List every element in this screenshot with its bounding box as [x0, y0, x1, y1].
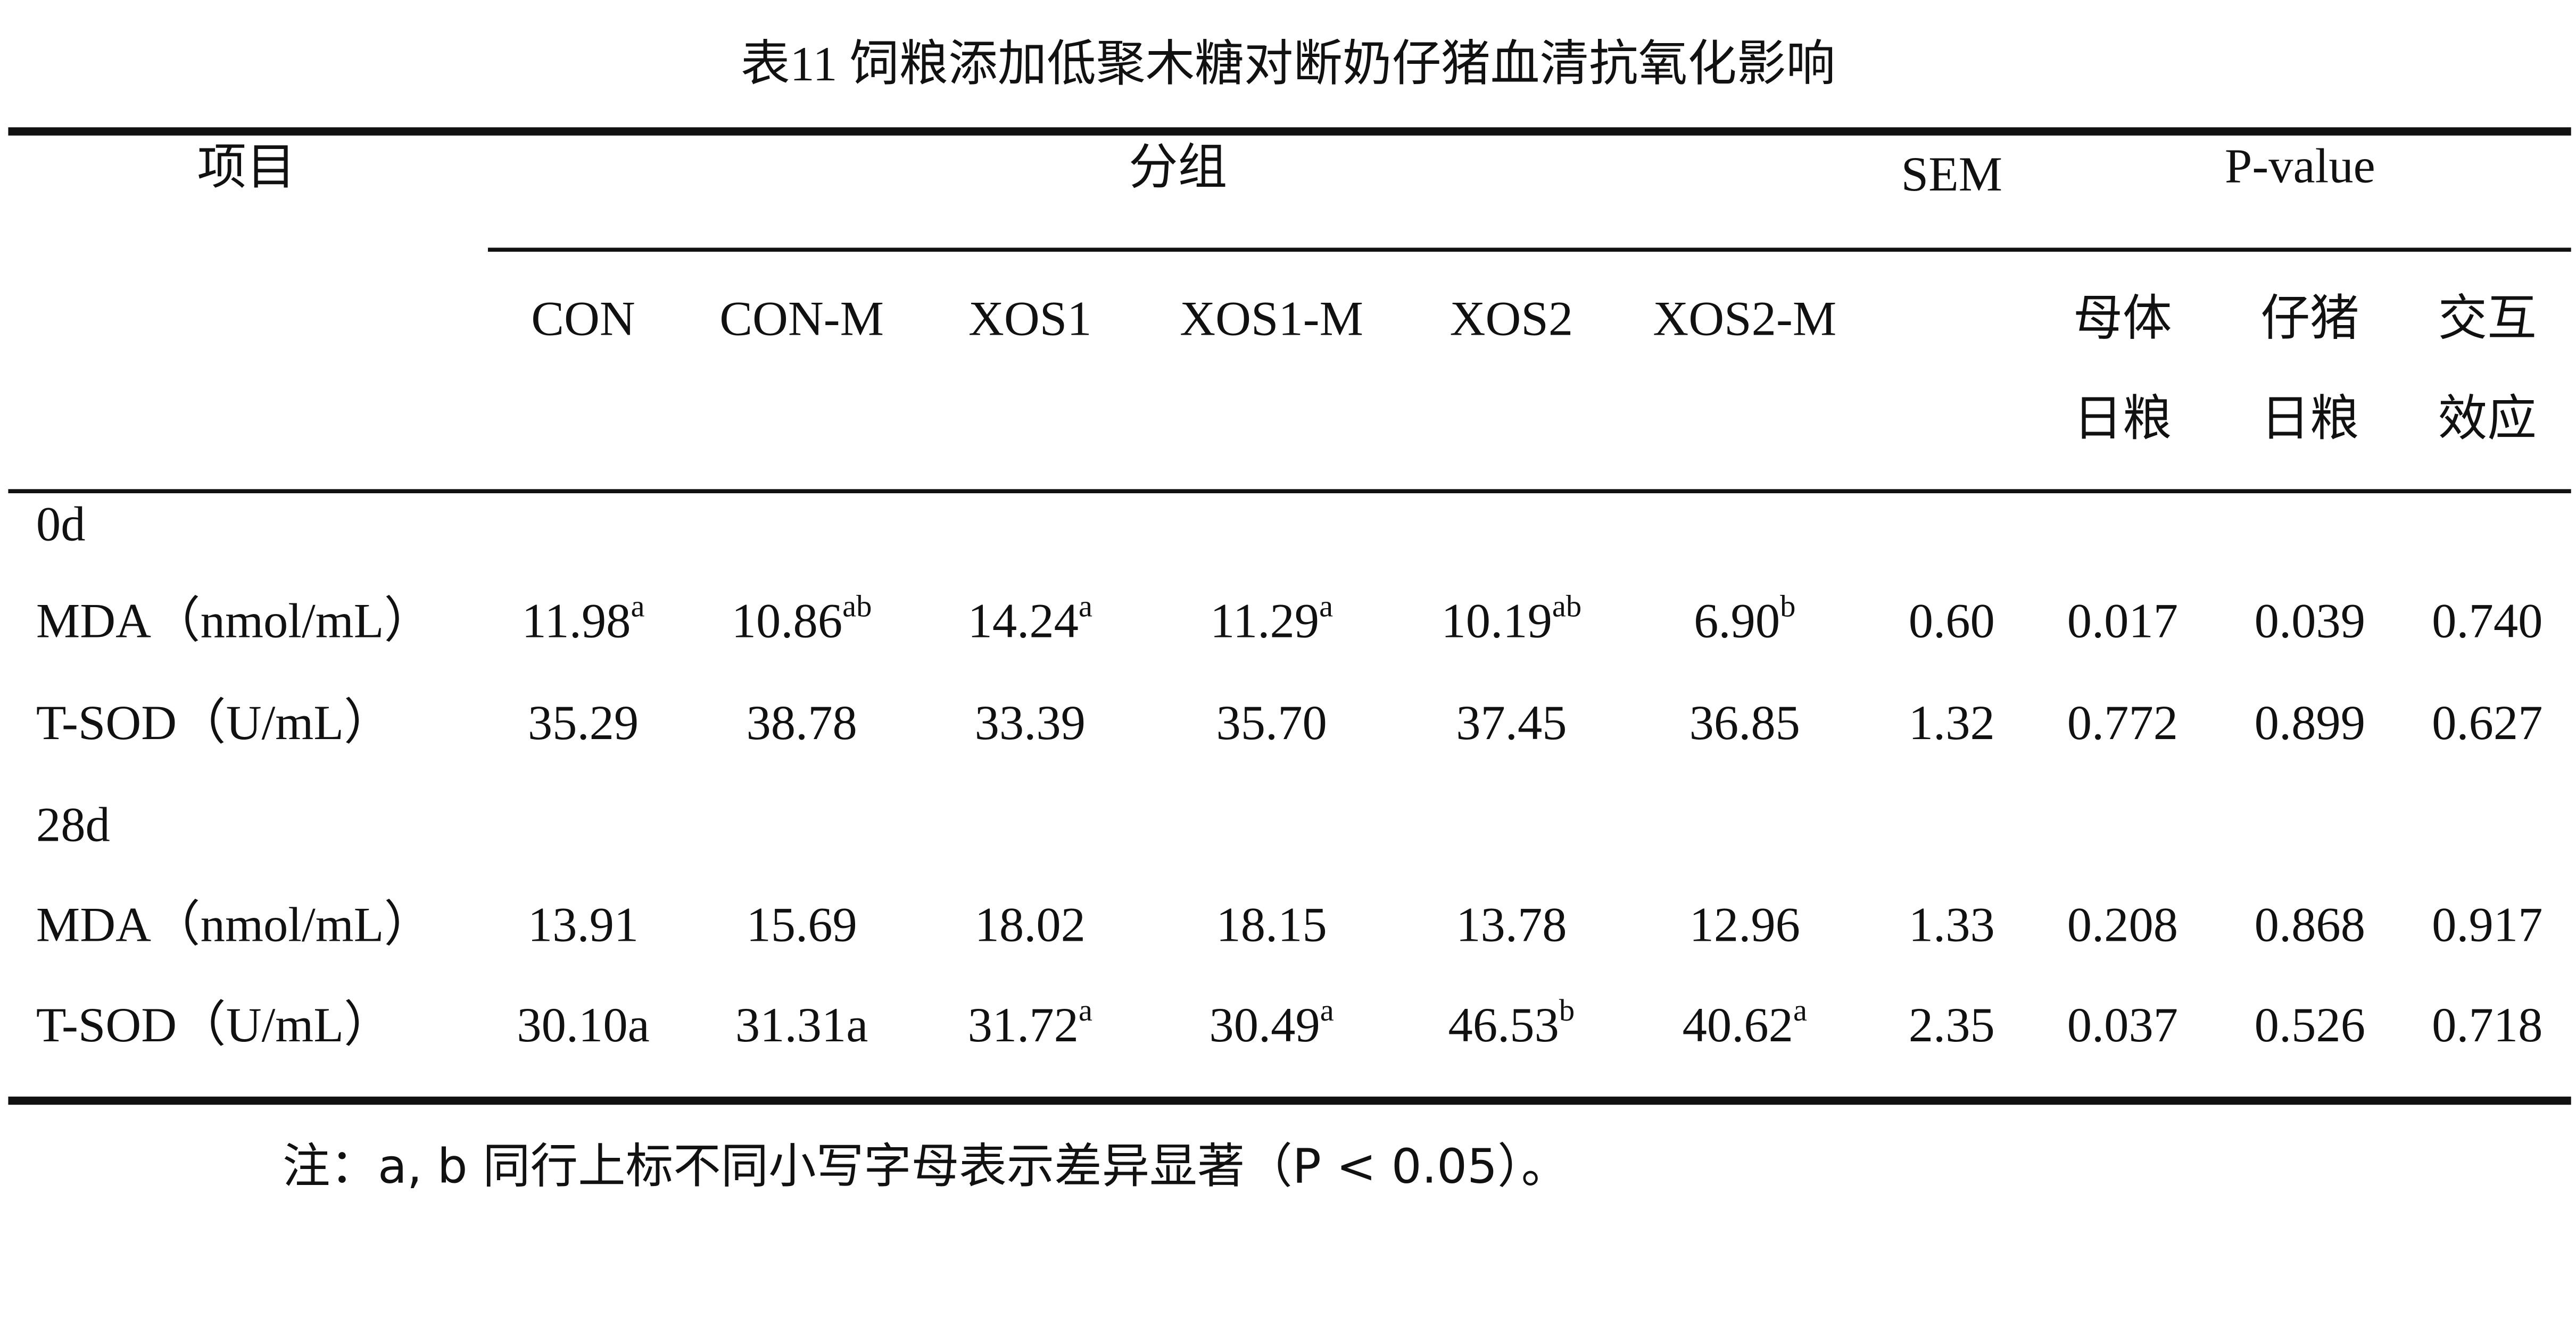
- cell: 0.60: [1909, 594, 1995, 649]
- pvalue-header: 仔猪: [2260, 291, 2359, 346]
- row-label: T-SOD（U/mL）: [36, 695, 393, 750]
- cell-value: 30.49: [1209, 998, 1320, 1052]
- cell: 1.32: [1909, 695, 1995, 750]
- cell: 33.39: [975, 695, 1086, 750]
- cell-value: 10.86: [732, 594, 842, 649]
- pvalue-header: 交互: [2438, 291, 2537, 346]
- cell: 30.10a: [517, 998, 649, 1052]
- cell-value: 6.90: [1694, 594, 1780, 649]
- cell: 0.899: [2255, 695, 2365, 750]
- pvalue-header: 日粮: [2260, 392, 2359, 446]
- cell-superscript: b: [1780, 589, 1795, 624]
- table-note: 注：a, b 同行上标不同小写字母表示差异显著（P < 0.05）。: [283, 1139, 1569, 1195]
- group-header: XOS1: [968, 291, 1092, 346]
- table-title: 表11 饲粮添加低聚木糖对断奶仔猪血清抗氧化影响: [741, 37, 1835, 92]
- cell-superscript: a: [1079, 993, 1092, 1027]
- group-header: CON-M: [719, 291, 884, 346]
- cell: 30.49a: [1209, 993, 1333, 1052]
- cell: 0.772: [2067, 695, 2178, 750]
- header-sem: SEM: [1901, 147, 2002, 202]
- cell: 36.85: [1689, 695, 1800, 750]
- header-group: 分组: [1129, 140, 1227, 195]
- cell: 0.868: [2255, 898, 2365, 952]
- cell-value: 11.98: [522, 594, 631, 649]
- cell: 18.15: [1216, 898, 1327, 952]
- cell: 14.24a: [968, 589, 1092, 649]
- cell-superscript: a: [1319, 589, 1333, 624]
- cell-value: 31.72: [968, 998, 1079, 1052]
- cell: 0.037: [2067, 998, 2178, 1052]
- section-label: 0d: [36, 496, 86, 551]
- cell: 46.53b: [1448, 993, 1575, 1052]
- cell: 35.29: [528, 695, 639, 750]
- row-label: T-SOD（U/mL）: [36, 998, 393, 1052]
- cell: 0.039: [2255, 594, 2365, 649]
- cell: 31.31a: [735, 998, 868, 1052]
- cell: 40.62a: [1683, 993, 1807, 1052]
- cell: 10.86ab: [732, 589, 872, 649]
- cell: 10.19ab: [1442, 589, 1582, 649]
- cell: 38.78: [746, 695, 857, 750]
- cell-superscript: a: [631, 589, 644, 624]
- cell: 0.017: [2067, 594, 2178, 649]
- cell: 0.917: [2432, 898, 2542, 952]
- header-pvalue: P-value: [2225, 138, 2375, 193]
- cell: 0.627: [2432, 695, 2542, 750]
- cell: 13.91: [528, 898, 639, 952]
- pvalue-header: 母体: [2073, 291, 2172, 346]
- cell: 1.33: [1909, 898, 1995, 952]
- group-header: XOS2-M: [1653, 291, 1836, 346]
- cell-value: 40.62: [1683, 998, 1793, 1052]
- cell: 0.740: [2432, 594, 2542, 649]
- cell-value: 11.29: [1210, 594, 1319, 649]
- header-item: 项目: [197, 140, 295, 195]
- cell: 0.526: [2255, 998, 2365, 1052]
- cell: 6.90b: [1694, 589, 1795, 649]
- pvalue-header: 效应: [2438, 392, 2537, 446]
- pvalue-header: 日粮: [2073, 392, 2172, 446]
- cell: 31.72a: [968, 993, 1092, 1052]
- section-label: 28d: [36, 797, 110, 852]
- cell-value: 14.24: [968, 594, 1079, 649]
- group-header: XOS2: [1450, 291, 1573, 346]
- cell-superscript: a: [1320, 993, 1334, 1027]
- cell: 11.29a: [1210, 589, 1333, 649]
- cell: 15.69: [746, 898, 857, 952]
- row-label: MDA（nmol/mL）: [36, 594, 433, 649]
- cell: 11.98a: [522, 589, 645, 649]
- cell: 13.78: [1456, 898, 1567, 952]
- cell: 35.70: [1216, 695, 1327, 750]
- cell-superscript: a: [1079, 589, 1092, 624]
- group-header: CON: [531, 291, 635, 346]
- cell-value: 10.19: [1442, 594, 1552, 649]
- cell: 12.96: [1689, 898, 1800, 952]
- cell-superscript: a: [1793, 993, 1807, 1027]
- cell-superscript: ab: [1552, 589, 1581, 624]
- group-header: XOS1-M: [1180, 291, 1363, 346]
- cell-value: 46.53: [1448, 998, 1559, 1052]
- row-label: MDA（nmol/mL）: [36, 898, 433, 952]
- cell: 0.208: [2067, 898, 2178, 952]
- cell: 18.02: [975, 898, 1086, 952]
- cell: 2.35: [1909, 998, 1995, 1052]
- cell-superscript: ab: [842, 589, 872, 624]
- cell: 0.718: [2432, 998, 2542, 1052]
- cell-superscript: b: [1559, 993, 1575, 1027]
- cell: 37.45: [1456, 695, 1567, 750]
